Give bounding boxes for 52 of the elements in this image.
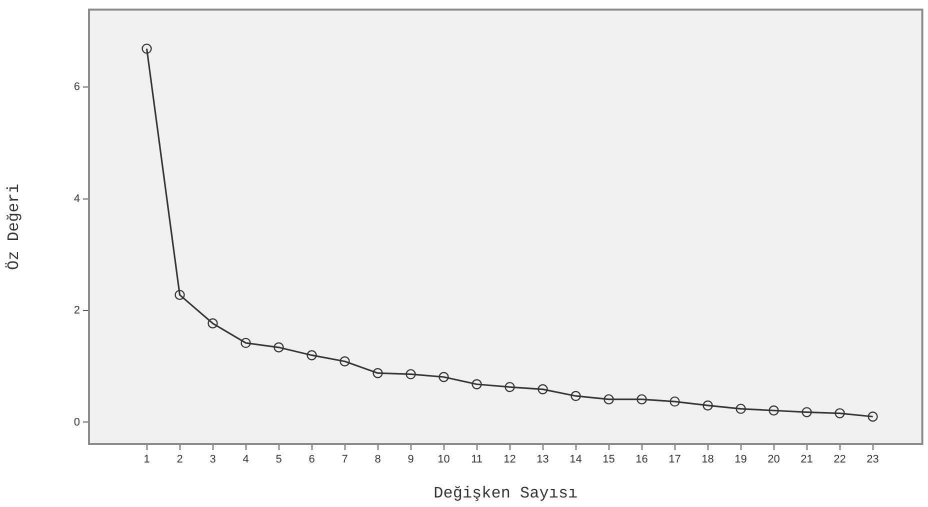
point — [570, 390, 581, 402]
x-tick-label: 8 — [374, 454, 381, 466]
point — [174, 290, 185, 300]
x-tick-label: 21 — [800, 454, 813, 466]
x-tick-label: 15 — [602, 454, 615, 466]
point — [736, 404, 746, 414]
x-tick-label: 1 — [144, 454, 150, 466]
y-axis-title: Öz Değeri — [4, 184, 23, 270]
point — [670, 396, 680, 407]
point — [340, 356, 350, 366]
x-tick-label: 13 — [536, 454, 549, 466]
x-tick-label: 20 — [768, 454, 780, 466]
point — [636, 394, 647, 404]
point — [538, 384, 548, 394]
point — [802, 407, 812, 418]
x-tick-label: 22 — [834, 454, 846, 466]
point — [372, 368, 383, 378]
point — [406, 369, 416, 380]
x-tick-label: 17 — [668, 454, 681, 466]
x-tick-label: 3 — [210, 454, 216, 466]
point — [604, 394, 614, 404]
x-tick-label: 14 — [570, 454, 582, 466]
point — [274, 342, 284, 353]
x-tick-label: 6 — [308, 454, 315, 466]
point — [306, 350, 317, 360]
x-axis-title: Değişken Sayısı — [434, 484, 578, 503]
point — [240, 338, 251, 348]
point — [504, 382, 515, 392]
point — [438, 372, 449, 382]
point — [702, 400, 713, 411]
x-tick-label: 19 — [734, 454, 747, 466]
x-tick-label: 10 — [438, 454, 450, 466]
point — [834, 408, 845, 418]
x-tick-label: 5 — [276, 454, 282, 466]
y-tick-label: 2 — [74, 304, 80, 317]
point — [868, 412, 878, 422]
y-tick-label: 6 — [74, 81, 80, 94]
x-tick-label: 4 — [242, 454, 249, 466]
x-tick-label: 2 — [176, 454, 183, 466]
x-tick-label: 11 — [471, 454, 482, 466]
x-tick-label: 16 — [636, 454, 648, 466]
y-tick-label: 4 — [74, 192, 80, 205]
x-tick-label: 7 — [342, 454, 348, 466]
x-tick-label: 18 — [702, 454, 714, 466]
x-tick-label: 12 — [504, 454, 516, 466]
x-tick-label: 9 — [408, 454, 414, 466]
point — [472, 379, 482, 390]
y-tick-label: 0 — [74, 416, 80, 428]
point — [208, 318, 218, 328]
point — [768, 405, 779, 416]
x-tick-label: 23 — [866, 454, 879, 466]
point — [142, 44, 152, 54]
